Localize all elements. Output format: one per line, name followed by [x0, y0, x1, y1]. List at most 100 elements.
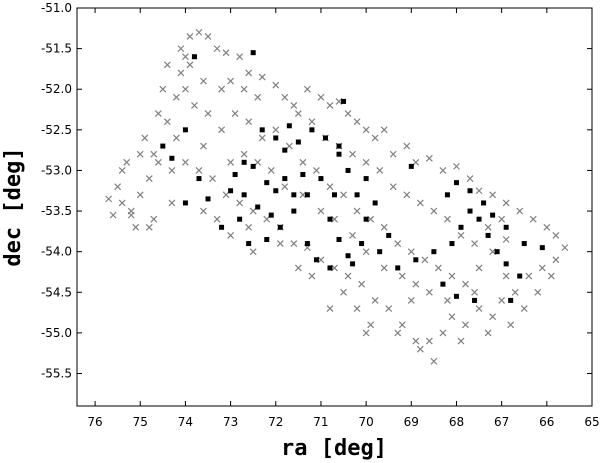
data-point-square: [476, 216, 482, 222]
data-point-x: [222, 49, 230, 57]
data-point-square: [264, 236, 270, 242]
data-point-x: [204, 110, 212, 118]
data-point-x: [489, 248, 497, 256]
data-point-x: [444, 215, 451, 223]
data-point-x: [362, 248, 370, 256]
x-tick-label: 74: [178, 415, 193, 429]
data-point-x: [448, 272, 456, 280]
gray-series: [105, 28, 569, 365]
data-point-x: [502, 236, 510, 243]
data-point-x: [317, 93, 325, 101]
data-point-x: [204, 33, 212, 40]
axis-ticks: [77, 7, 593, 406]
data-point-x: [281, 183, 289, 191]
data-point-x: [267, 167, 275, 174]
data-point-x: [326, 102, 334, 109]
data-point-x: [552, 256, 560, 264]
data-point-x: [444, 296, 451, 304]
data-point-square: [444, 192, 450, 198]
data-point-square: [503, 224, 509, 230]
data-point-square: [205, 196, 211, 202]
data-point-square: [341, 98, 347, 104]
data-point-square: [517, 273, 523, 279]
data-point-x: [439, 167, 447, 174]
data-point-square: [395, 265, 401, 271]
data-point-square: [413, 257, 419, 263]
data-point-square: [377, 249, 383, 255]
data-point-x: [163, 61, 171, 69]
data-point-x: [123, 158, 131, 166]
data-point-x: [308, 272, 316, 280]
data-point-x: [502, 199, 510, 207]
data-point-x: [186, 33, 194, 40]
x-tick-label: 66: [539, 415, 554, 429]
data-point-x: [240, 85, 248, 93]
data-point-x: [344, 110, 352, 118]
data-point-x: [281, 93, 289, 101]
data-point-x: [353, 305, 361, 312]
data-point-x: [136, 191, 144, 199]
data-point-square: [336, 236, 342, 242]
data-point-x: [412, 280, 420, 288]
data-point-square: [228, 188, 234, 194]
data-point-square: [246, 241, 252, 247]
data-point-square: [291, 192, 297, 198]
data-point-x: [249, 248, 257, 256]
x-axis-title: ra [deg]: [281, 436, 387, 461]
data-point-square: [241, 159, 247, 165]
data-point-square: [322, 135, 328, 141]
data-point-x: [484, 329, 492, 337]
data-point-x: [105, 195, 113, 203]
data-point-x: [380, 126, 388, 134]
data-point-x: [127, 211, 135, 219]
data-point-x: [507, 321, 515, 329]
data-point-x: [303, 85, 311, 93]
data-point-x: [525, 272, 533, 280]
data-point-x: [285, 142, 293, 150]
data-point-square: [264, 180, 270, 186]
data-point-square: [282, 176, 288, 182]
data-point-square: [313, 257, 319, 263]
data-point-x: [177, 45, 185, 53]
data-point-square: [291, 208, 297, 214]
data-point-x: [154, 158, 162, 166]
data-point-x: [475, 305, 483, 312]
x-tick-label: 68: [449, 415, 464, 429]
data-point-x: [484, 223, 492, 231]
y-tick-label: -54.0: [41, 245, 72, 259]
data-point-square: [232, 172, 238, 178]
data-point-x: [358, 280, 366, 288]
y-tick-label: -52.5: [41, 123, 72, 137]
data-point-x: [331, 264, 338, 272]
data-point-x: [407, 248, 415, 256]
data-point-square: [219, 224, 225, 230]
data-point-x: [389, 150, 397, 158]
data-point-x: [168, 199, 176, 207]
data-point-square: [481, 200, 487, 206]
data-point-square: [295, 139, 301, 145]
data-point-x: [353, 207, 361, 215]
data-point-x: [425, 154, 433, 162]
y-tick-label: -51.0: [41, 1, 72, 15]
data-point-x: [453, 162, 460, 170]
data-point-x: [335, 97, 343, 105]
plot-frame: [76, 7, 593, 407]
data-point-square: [332, 192, 337, 198]
data-point-x: [118, 167, 126, 174]
data-point-x: [294, 264, 302, 272]
y-tick-label: -55.0: [41, 326, 72, 340]
data-point-square: [363, 176, 369, 182]
data-point-x: [344, 272, 352, 280]
data-point-x: [394, 329, 402, 337]
data-point-x: [150, 150, 158, 158]
data-point-x: [272, 81, 280, 89]
data-point-x: [421, 256, 429, 264]
data-point-x: [200, 77, 207, 85]
data-point-square: [327, 216, 333, 222]
data-point-x: [439, 329, 447, 337]
data-point-x: [245, 118, 253, 126]
data-point-square: [255, 204, 261, 210]
data-point-x: [331, 215, 338, 223]
data-point-x: [371, 134, 379, 142]
data-point-square: [359, 241, 365, 247]
